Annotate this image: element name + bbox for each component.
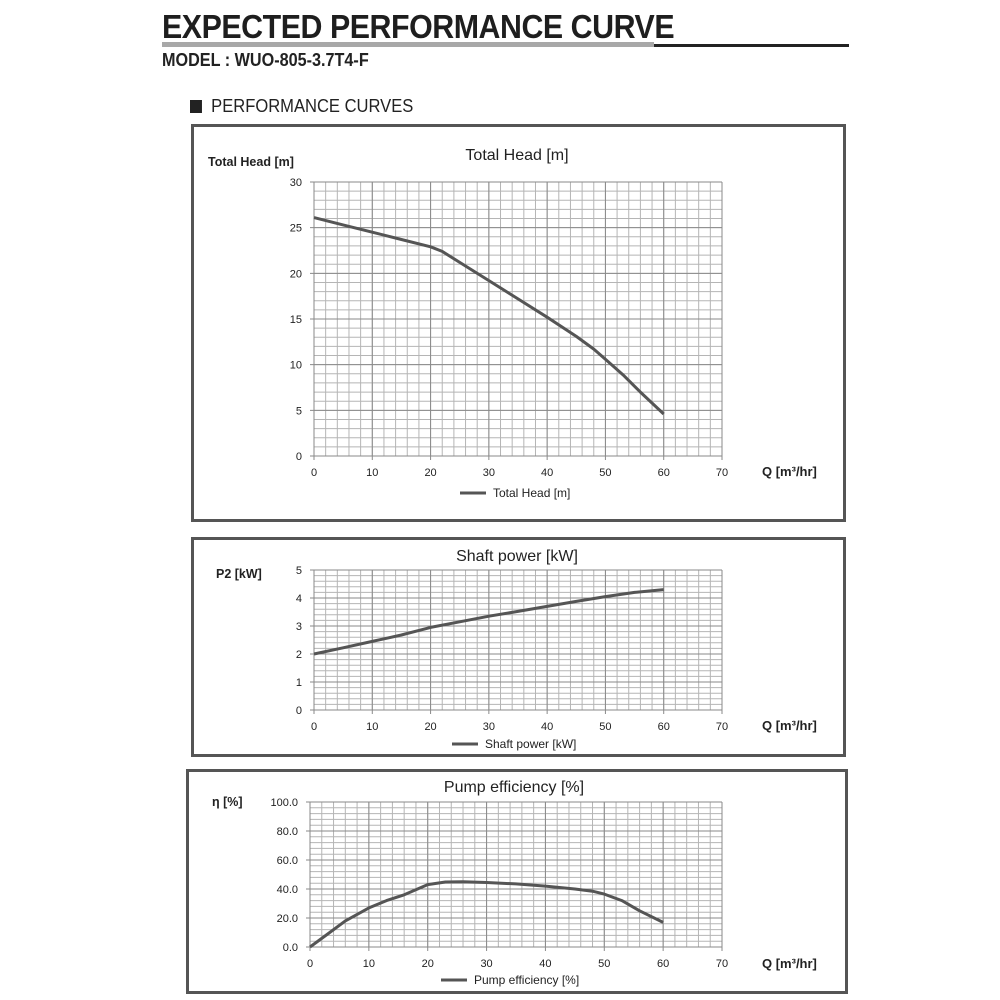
pump-efficiency-y-tick-label: 0.0	[283, 942, 298, 954]
pump-efficiency-x-tick-label: 40	[539, 958, 551, 970]
shaft-power-y-tick-label: 1	[296, 677, 302, 689]
section-heading: PERFORMANCE CURVES	[190, 96, 413, 117]
pump-efficiency-x-tick-label: 30	[480, 958, 492, 970]
total-head-x-tick-label: 60	[658, 467, 670, 479]
pump-efficiency-legend-label: Pump efficiency [%]	[474, 973, 579, 987]
pump-efficiency-y-tick-label: 20.0	[277, 913, 298, 925]
shaft-power-chart-frame	[191, 537, 846, 757]
shaft-power-y-axis-label: P2 [kW]	[216, 567, 262, 581]
total-head-series-line	[313, 216, 665, 416]
total-head-x-tick-label: 40	[541, 467, 553, 479]
model-label: MODEL : WUO-805-3.7T4-F	[162, 50, 369, 70]
total-head-y-tick-label: 5	[296, 405, 302, 417]
pump-efficiency-x-tick-label: 50	[598, 958, 610, 970]
pump-efficiency-x-tick-label: 70	[716, 958, 728, 970]
shaft-power-series-line	[313, 588, 664, 656]
shaft-power-legend-label: Shaft power [kW]	[485, 737, 576, 751]
shaft-power-chart-title: Shaft power [kW]	[456, 548, 578, 565]
shaft-power-x-tick-label: 20	[424, 721, 436, 733]
total-head-x-tick-label: 0	[311, 467, 317, 479]
shaft-power-y-tick-label: 5	[296, 565, 302, 577]
total-head-legend-label: Total Head [m]	[493, 486, 570, 500]
shaft-power-x-tick-label: 0	[311, 721, 317, 733]
shaft-power-x-tick-label: 30	[483, 721, 495, 733]
pump-efficiency-x-axis-label: Q [m³/hr]	[762, 956, 817, 971]
pump-efficiency-series-line	[309, 880, 664, 949]
shaft-power-y-tick-label: 0	[296, 705, 302, 717]
pump-efficiency-x-tick-label: 0	[307, 958, 313, 970]
shaft-power-y-tick-label: 2	[296, 649, 302, 661]
shaft-power-x-axis-label: Q [m³/hr]	[762, 718, 817, 733]
shaft-power-y-tick-label: 3	[296, 621, 302, 633]
title-underline-grey	[162, 42, 654, 47]
shaft-power-x-tick-label: 10	[366, 721, 378, 733]
pump-efficiency-y-tick-label: 80.0	[277, 826, 298, 838]
total-head-y-tick-label: 10	[290, 360, 302, 372]
page-title: EXPECTED PERFORMANCE CURVE	[162, 8, 675, 45]
total-head-chart-frame	[191, 124, 846, 522]
section-heading-text: PERFORMANCE CURVES	[211, 96, 414, 116]
pump-efficiency-chart-title: Pump efficiency [%]	[444, 779, 584, 796]
total-head-y-axis-label: Total Head [m]	[208, 155, 294, 169]
total-head-x-tick-label: 30	[483, 467, 495, 479]
total-head-y-tick-label: 20	[290, 268, 302, 280]
title-underline-black	[654, 44, 849, 47]
total-head-x-tick-label: 10	[366, 467, 378, 479]
total-head-x-axis-label: Q [m³/hr]	[762, 464, 817, 479]
total-head-x-tick-label: 20	[424, 467, 436, 479]
pump-efficiency-x-tick-label: 60	[657, 958, 669, 970]
total-head-y-tick-label: 0	[296, 451, 302, 463]
shaft-power-x-tick-label: 40	[541, 721, 553, 733]
pump-efficiency-x-tick-label: 20	[422, 958, 434, 970]
pump-efficiency-y-tick-label: 100.0	[270, 797, 298, 809]
total-head-x-tick-label: 70	[716, 467, 728, 479]
total-head-y-tick-label: 15	[290, 314, 302, 326]
total-head-y-tick-label: 25	[290, 223, 302, 235]
shaft-power-y-tick-label: 4	[296, 593, 302, 605]
shaft-power-x-tick-label: 60	[658, 721, 670, 733]
shaft-power-x-tick-label: 70	[716, 721, 728, 733]
pump-efficiency-y-tick-label: 40.0	[277, 884, 298, 896]
pump-efficiency-x-tick-label: 10	[363, 958, 375, 970]
pump-efficiency-y-tick-label: 60.0	[277, 855, 298, 867]
pump-efficiency-chart-frame	[186, 769, 848, 994]
total-head-x-tick-label: 50	[599, 467, 611, 479]
square-bullet-icon	[190, 100, 202, 113]
total-head-chart-title: Total Head [m]	[465, 147, 568, 164]
pump-efficiency-y-axis-label: η [%]	[212, 795, 243, 809]
total-head-y-tick-label: 30	[290, 177, 302, 189]
shaft-power-x-tick-label: 50	[599, 721, 611, 733]
